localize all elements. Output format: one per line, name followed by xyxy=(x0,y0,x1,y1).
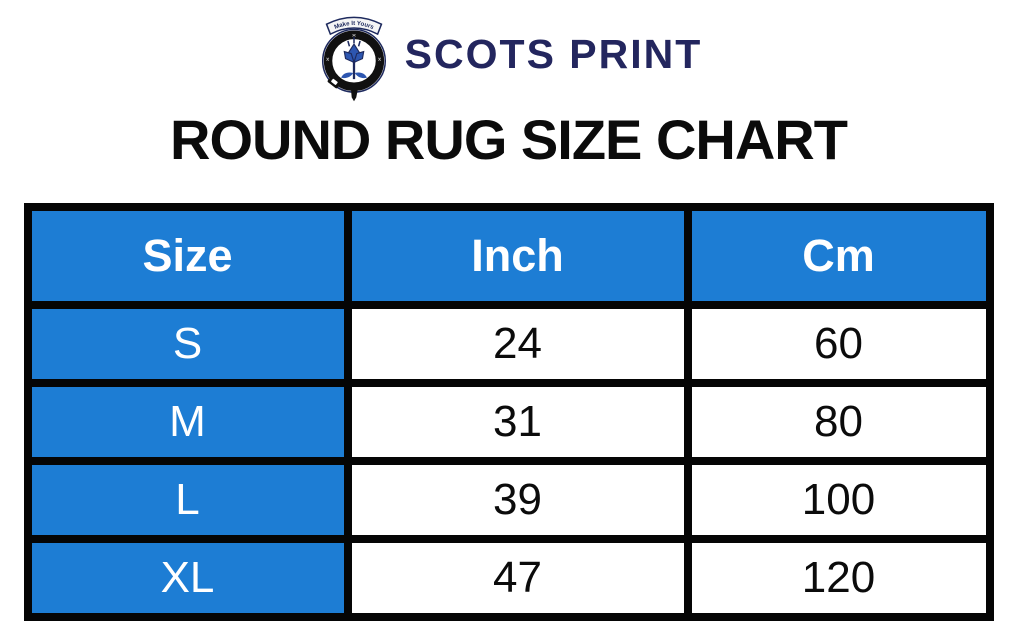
inch-value-xl: 47 xyxy=(351,543,684,613)
table-row: L 39 100 xyxy=(31,465,986,535)
brand-logo: Make It Yours xyxy=(0,0,1017,102)
size-label-xl: XL xyxy=(31,543,344,613)
cm-value-l: 100 xyxy=(691,465,986,535)
crest-banner-text: Make It Yours xyxy=(333,20,375,31)
crest-ribbon xyxy=(325,16,383,36)
page-title: ROUND RUG SIZE CHART xyxy=(170,108,848,171)
table-row: S 24 60 xyxy=(31,309,986,379)
thistle-icon xyxy=(340,37,367,80)
header-row: Size Inch Cm xyxy=(31,211,986,301)
size-label-s: S xyxy=(31,309,344,379)
table-row: M 31 80 xyxy=(31,387,986,457)
column-header-cm: Cm xyxy=(691,211,986,301)
crest-belt-stitches xyxy=(325,33,381,62)
clan-crest-icon: Make It Yours xyxy=(321,16,386,102)
crest-strap-tail xyxy=(350,89,358,102)
cm-value-m: 80 xyxy=(691,387,986,457)
crest-buckle xyxy=(327,75,341,89)
cm-value-s: 60 xyxy=(691,309,986,379)
crest-banner-text-holder: Make It Yours xyxy=(333,20,375,31)
size-chart-table: Size Inch Cm S 24 60 M 31 80 L 39 100 xyxy=(23,203,994,621)
inch-value-l: 39 xyxy=(351,465,684,535)
table-row: XL 47 120 xyxy=(31,543,986,613)
cm-value-xl: 120 xyxy=(691,543,986,613)
brand-name: SCOTS PRINT xyxy=(404,30,703,77)
column-header-size: Size xyxy=(31,211,344,301)
inch-value-s: 24 xyxy=(351,309,684,379)
size-label-m: M xyxy=(31,387,344,457)
size-label-l: L xyxy=(31,465,344,535)
inch-value-m: 31 xyxy=(351,387,684,457)
column-header-inch: Inch xyxy=(351,211,684,301)
